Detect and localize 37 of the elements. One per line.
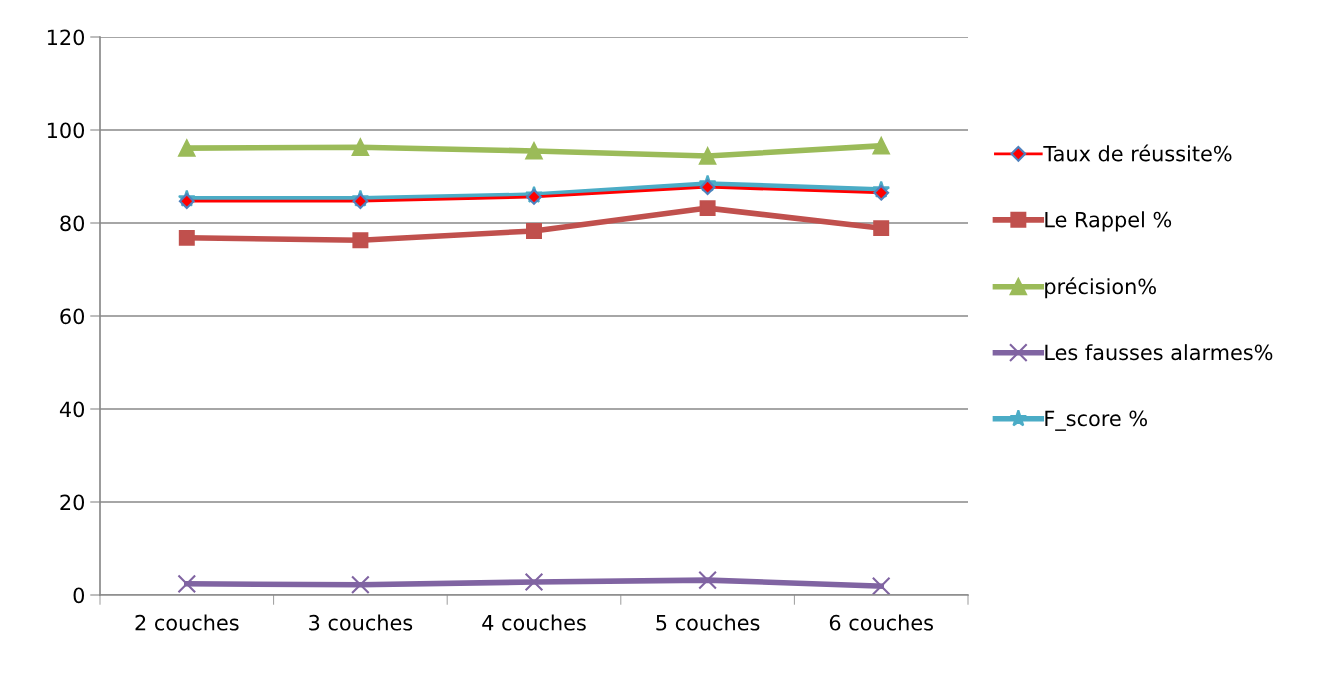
point [873,184,890,201]
point [526,222,542,239]
point [178,229,195,246]
legend-label: F_score % [1045,410,1147,431]
point [699,179,716,196]
y-tick-label: 0 [73,587,85,604]
y-tick-label: 80 [60,215,85,232]
point [699,200,716,217]
point [352,193,369,210]
point [698,570,717,590]
y-tick-label: 60 [60,308,85,325]
y-tick-label: 100 [47,122,85,139]
point [524,572,544,592]
x-tick-label: 4 couches [482,614,586,631]
point [526,189,542,205]
point [698,147,717,165]
x-tick-label: 3 couches [309,614,413,631]
point [351,575,370,595]
legend-label: Le Rappel % [1045,211,1172,232]
point [873,220,890,237]
y-tick-label: 120 [47,29,85,46]
legend-label: Taux de réussite% [1043,144,1232,162]
x-tick-label: 6 couches [829,614,933,631]
point [178,139,196,157]
point [872,137,890,155]
point [177,574,197,594]
point [525,142,543,160]
x-tick-label: 2 couches [135,614,239,631]
point [871,576,891,595]
point [178,193,195,210]
y-tick-label: 40 [59,401,85,418]
legend-label: précision% [1045,277,1156,299]
point [351,138,370,156]
x-tick-label: 5 couches [656,614,760,631]
legend-label: Les fausses alarmes% [1045,344,1273,361]
point [352,232,369,249]
y-tick-label: 20 [60,494,85,511]
